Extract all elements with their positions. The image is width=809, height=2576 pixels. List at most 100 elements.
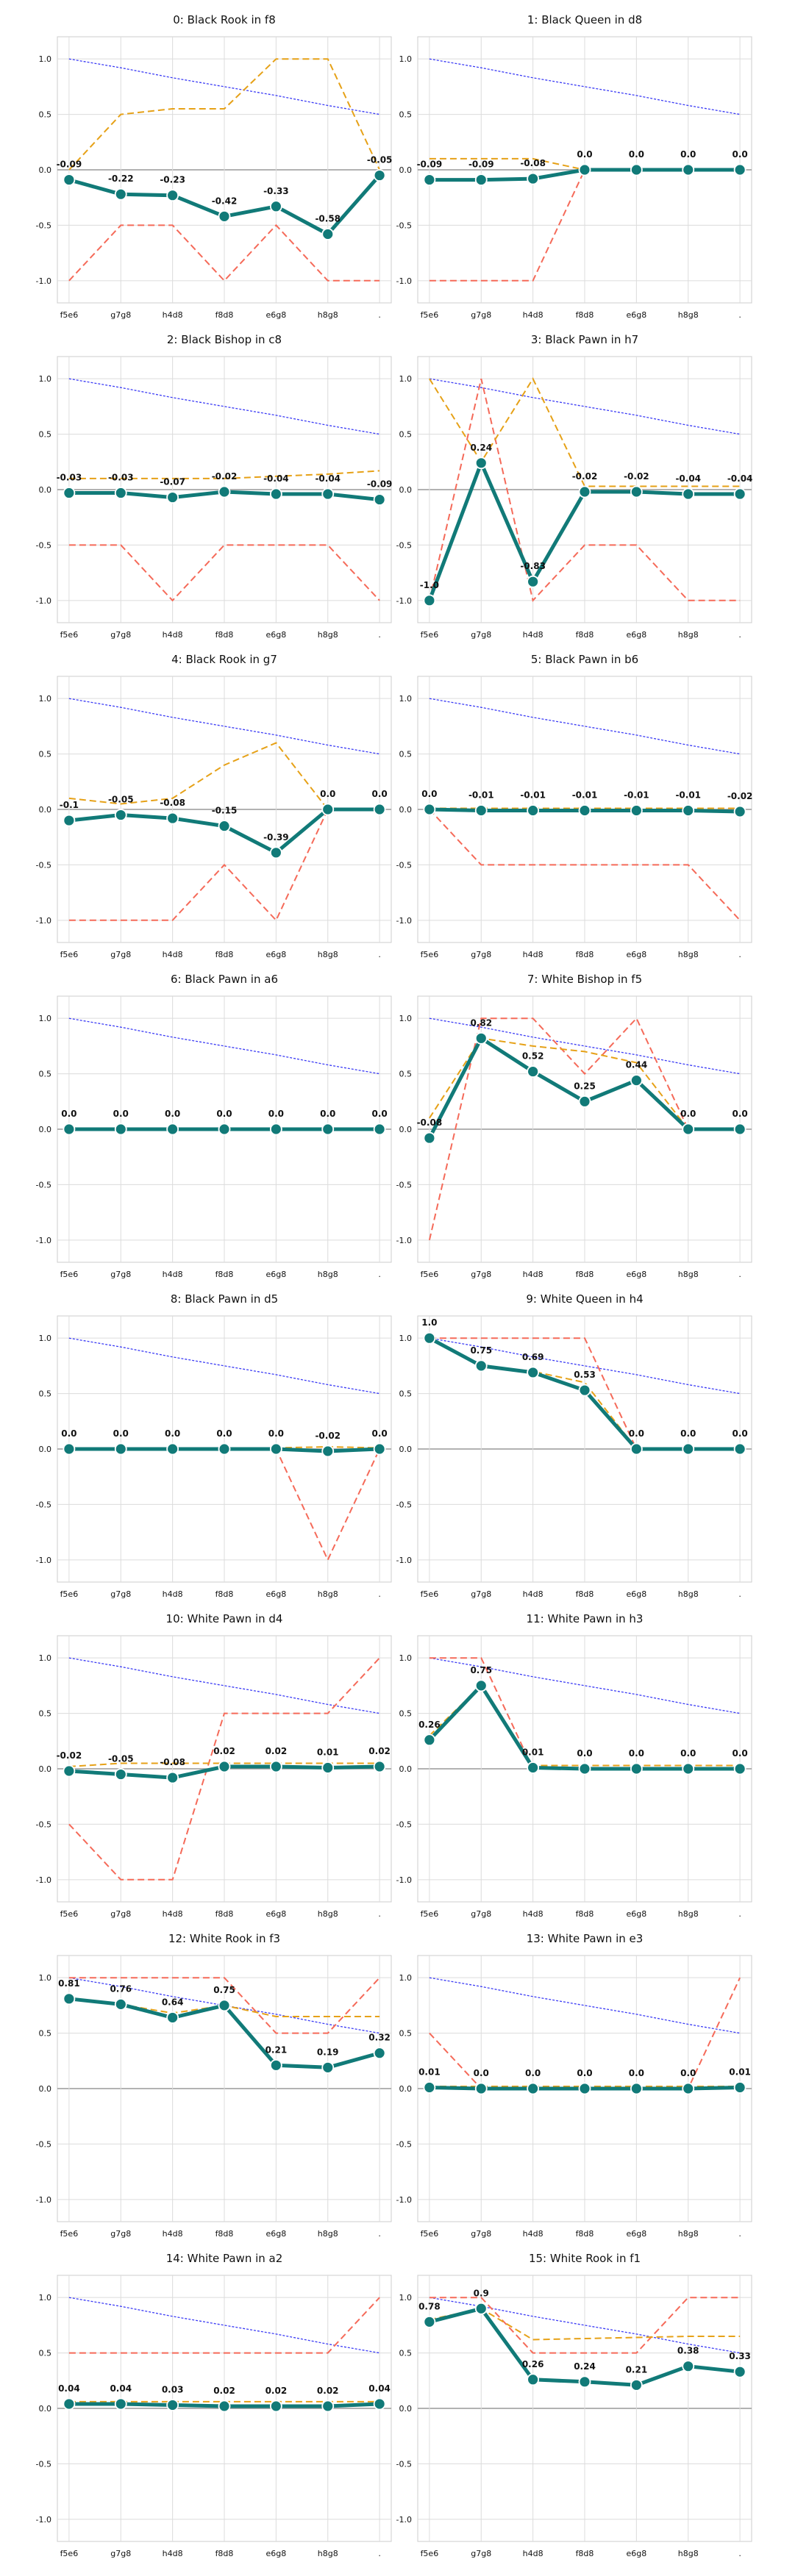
chart-panel-2: 2: Black Bishop in c8 -1.0 -0.5 0.0 0.5 1.0 f5… <box>36 333 393 640</box>
data-point <box>733 163 746 176</box>
chart-panel-3: 3: Black Pawn in h7 -1.0 -0.5 0.0 0.5 1.0 f5e6… <box>396 333 753 640</box>
data-point <box>474 457 488 470</box>
y-tick-label: 0.0 <box>39 485 52 495</box>
y-tick-label: 0.0 <box>39 1764 52 1774</box>
data-label: 0.0 <box>732 1428 747 1439</box>
lower-bound-line <box>68 2297 380 2354</box>
x-tick-label: f5e6 <box>421 2549 439 2558</box>
y-tick-label: -1.0 <box>396 2195 412 2205</box>
x-tick-label: h8g8 <box>678 950 699 959</box>
x-tick-label: e6g8 <box>626 2229 646 2239</box>
upper-bound-line <box>68 742 380 810</box>
chart-title: 6: Black Pawn in a6 <box>171 973 278 986</box>
x-tick-label: h8g8 <box>318 2229 338 2239</box>
data-point <box>218 2400 231 2413</box>
reference-line <box>68 1977 380 2034</box>
y-tick-label: -0.5 <box>396 1500 412 1509</box>
data-label: 0.02 <box>213 1746 235 1756</box>
data-point <box>321 487 335 501</box>
x-tick-label: g7g8 <box>471 630 491 640</box>
data-label: 0.32 <box>368 2033 391 2043</box>
data-label: 0.0 <box>629 1428 644 1439</box>
data-point <box>682 1762 695 1775</box>
y-tick-label: 0.0 <box>399 165 413 175</box>
data-point <box>218 485 231 498</box>
data-point <box>474 1679 488 1692</box>
y-tick-label: 1.0 <box>399 2293 413 2303</box>
y-tick-label: -0.5 <box>36 1820 51 1829</box>
lower-bound-line <box>429 1337 741 1450</box>
chart-title: 14: White Pawn in a2 <box>166 2252 283 2265</box>
lower-bound-line <box>68 223 380 282</box>
y-tick-label: -1.0 <box>396 2515 412 2525</box>
data-point <box>269 1123 282 1136</box>
data-point <box>423 1131 436 1145</box>
chart-title: 7: White Bishop in f5 <box>527 973 642 986</box>
data-label: 0.01 <box>729 2067 751 2077</box>
data-point <box>373 493 386 506</box>
x-tick-label: f8d8 <box>576 950 594 959</box>
data-point <box>474 1359 488 1373</box>
data-point <box>166 812 179 825</box>
x-tick-label: h4d8 <box>523 630 544 640</box>
data-label: 0.01 <box>317 1747 339 1757</box>
data-point <box>269 200 282 213</box>
data-label: -0.02 <box>315 1431 341 1441</box>
chart-panel-4: 4: Black Rook in g7 -1.0 -0.5 0.0 0.5 1.0 f5e6… <box>36 653 392 959</box>
x-tick-label: h4d8 <box>523 2229 544 2239</box>
x-tick-label: . <box>378 310 381 320</box>
x-tick-label: . <box>378 2549 381 2558</box>
lower-bound-line <box>429 1657 741 1770</box>
data-label: 0.0 <box>629 2068 644 2078</box>
data-point <box>682 1123 695 1136</box>
y-tick-label: -1.0 <box>36 1875 51 1885</box>
x-tick-label: h8g8 <box>318 630 338 640</box>
y-tick-label: 1.0 <box>399 694 413 704</box>
data-label: -0.39 <box>263 832 289 842</box>
x-tick-label: e6g8 <box>265 1270 286 1279</box>
x-tick-label: g7g8 <box>110 1270 131 1279</box>
data-label: 0.0 <box>61 1109 76 1119</box>
y-tick-label: 0.0 <box>39 1445 52 1454</box>
data-point <box>682 804 695 817</box>
data-point <box>578 1762 591 1775</box>
data-point <box>114 1997 127 2011</box>
x-tick-label: h8g8 <box>678 2229 699 2239</box>
data-label: -0.04 <box>675 473 701 484</box>
data-label: -0.08 <box>417 1117 443 1128</box>
x-tick-label: h4d8 <box>523 1270 544 1279</box>
data-label: 0.0 <box>680 1109 696 1119</box>
data-label: 0.0 <box>474 2068 489 2078</box>
lower-bound-line <box>68 1977 380 2034</box>
x-tick-label: e6g8 <box>265 2229 286 2239</box>
x-tick-label: e6g8 <box>265 1589 286 1599</box>
chart-panel-8: 8: Black Pawn in d5 -1.0 -0.5 0.0 0.5 1.0 f5e6… <box>36 1292 392 1599</box>
lower-bound-line <box>429 809 741 921</box>
data-point <box>578 163 591 176</box>
data-label: 0.44 <box>626 1060 648 1070</box>
x-tick-label: f5e6 <box>421 1270 439 1279</box>
x-tick-label: h4d8 <box>163 1270 183 1279</box>
data-label: 0.24 <box>470 443 492 453</box>
x-tick-label: e6g8 <box>626 630 646 640</box>
x-tick-label: g7g8 <box>471 2549 491 2558</box>
data-point <box>733 2365 746 2378</box>
data-label: 0.04 <box>58 2383 80 2394</box>
y-tick-label: -0.5 <box>36 1180 51 1189</box>
x-tick-label: h4d8 <box>163 630 183 640</box>
y-tick-label: 0.5 <box>39 430 52 440</box>
data-point <box>630 1074 643 1087</box>
y-tick-label: 0.0 <box>399 485 413 495</box>
reference-line <box>429 1017 741 1075</box>
y-tick-label: 0.0 <box>399 2404 413 2414</box>
data-label: -0.33 <box>263 186 289 196</box>
y-tick-label: 0.5 <box>39 2029 52 2039</box>
y-tick-label: -0.5 <box>396 1820 412 1829</box>
data-point <box>373 1760 386 1773</box>
data-label: 0.19 <box>317 2047 339 2057</box>
y-tick-label: 1.0 <box>39 1973 52 1983</box>
reference-line <box>68 378 380 435</box>
x-tick-label: h4d8 <box>163 310 183 320</box>
data-label: 0.0 <box>320 789 335 799</box>
data-point <box>218 210 231 223</box>
